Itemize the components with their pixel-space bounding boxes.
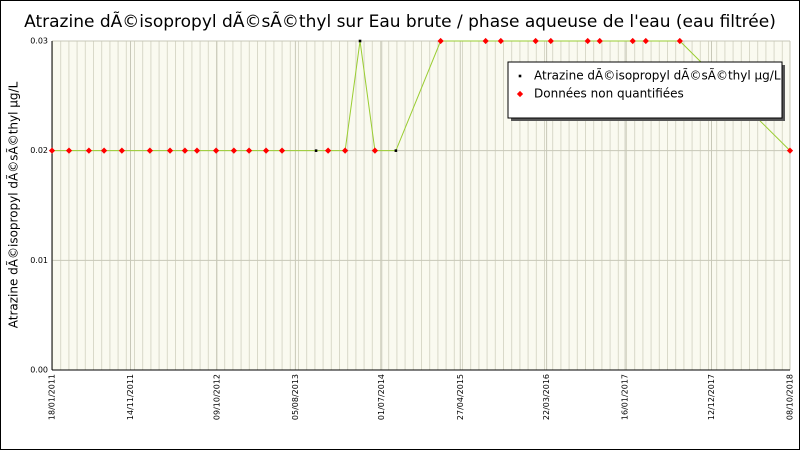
y-tick-label: 0.01 (30, 256, 48, 265)
data-point (341, 147, 349, 154)
x-tick-label: 12/12/2017 (707, 374, 716, 420)
legend-label: Données non quantifiées (534, 87, 684, 101)
chart-title: Atrazine dÃ©isopropyl dÃ©sÃ©thyl sur Eau… (24, 10, 776, 32)
data-point (278, 147, 286, 154)
y-axis-label: Atrazine dÃ©isopropyl dÃ©sÃ©thyl µg/L (6, 81, 21, 328)
x-tick-label: 09/10/2012 (212, 374, 221, 420)
y-tick-label: 0.02 (30, 146, 48, 155)
x-tick-label: 16/01/2017 (621, 374, 630, 420)
x-tick-label: 05/08/2013 (291, 374, 300, 420)
y-tick-label: 0.00 (30, 366, 48, 375)
data-point (358, 39, 362, 43)
data-point (262, 147, 270, 154)
x-tick-label: 14/11/2011 (126, 374, 135, 420)
data-point (181, 147, 189, 154)
x-tick-label: 18/01/2011 (48, 374, 57, 420)
y-tick-label: 0.03 (30, 37, 48, 46)
data-point (146, 147, 153, 154)
data-point (314, 149, 318, 152)
x-tick-label: 22/03/2016 (542, 374, 551, 420)
data-point (85, 147, 93, 154)
x-tick-label: 27/04/2015 (456, 374, 465, 420)
x-tick-label: 01/07/2014 (377, 374, 386, 420)
x-tick-label: 08/10/2018 (786, 374, 795, 420)
data-point (166, 147, 174, 154)
data-point (324, 147, 332, 154)
data-point (371, 147, 379, 154)
data-point (394, 149, 398, 152)
legend-label: Atrazine dÃ©isopropyl dÃ©sÃ©thyl µg/L (534, 68, 781, 83)
legend (507, 61, 783, 119)
legend-marker (518, 74, 522, 78)
